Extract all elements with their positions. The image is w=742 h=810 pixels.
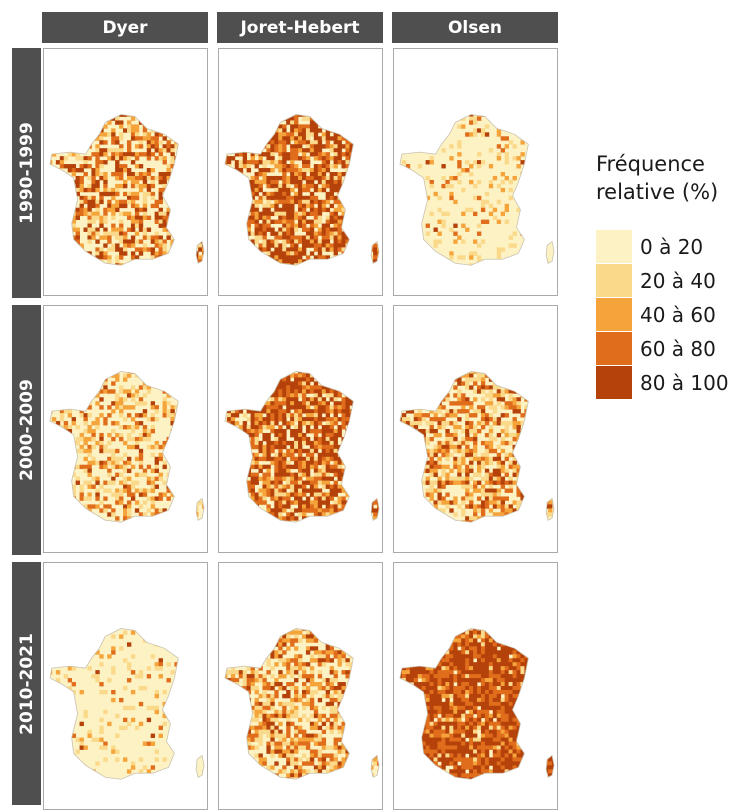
map-panel-dyer-2000-2009 — [43, 305, 208, 553]
legend-title: Fréquence relative (%) — [596, 152, 719, 204]
legend-item-20-40: 20 à 40 — [596, 264, 716, 297]
france-map — [224, 114, 380, 266]
legend-item-60-80: 60 à 80 — [596, 332, 716, 365]
legend-item-80-100: 80 à 100 — [596, 366, 729, 399]
map-panel-joret-hebert-2010-2021 — [218, 562, 383, 810]
france-map — [224, 628, 380, 780]
column-header-joret-hebert: Joret-Hebert — [217, 12, 383, 43]
row-header-1990-1999: 1990-1999 — [12, 48, 41, 298]
legend-swatch — [596, 298, 632, 331]
row-header-2010-2021: 2010-2021 — [12, 562, 41, 805]
france-map — [49, 371, 205, 523]
france-map — [49, 114, 205, 266]
france-map — [224, 371, 380, 523]
france-map — [49, 628, 205, 780]
map-panel-olsen-2000-2009 — [393, 305, 558, 553]
legend-swatch — [596, 332, 632, 365]
map-panel-dyer-2010-2021 — [43, 562, 208, 810]
map-panel-olsen-2010-2021 — [393, 562, 558, 810]
legend-item-0-20: 0 à 20 — [596, 230, 703, 263]
column-header-olsen: Olsen — [392, 12, 558, 43]
legend-swatch — [596, 264, 632, 297]
france-map — [399, 114, 555, 266]
map-panel-joret-hebert-1990-1999 — [218, 48, 383, 296]
map-panel-olsen-1990-1999 — [393, 48, 558, 296]
legend-swatch — [596, 230, 632, 263]
legend-item-40-60: 40 à 60 — [596, 298, 716, 331]
column-header-dyer: Dyer — [42, 12, 208, 43]
france-map — [399, 371, 555, 523]
map-panel-dyer-1990-1999 — [43, 48, 208, 296]
row-header-2000-2009: 2000-2009 — [12, 305, 41, 555]
map-panel-joret-hebert-2000-2009 — [218, 305, 383, 553]
france-map — [399, 628, 555, 780]
legend-swatch — [596, 366, 632, 399]
